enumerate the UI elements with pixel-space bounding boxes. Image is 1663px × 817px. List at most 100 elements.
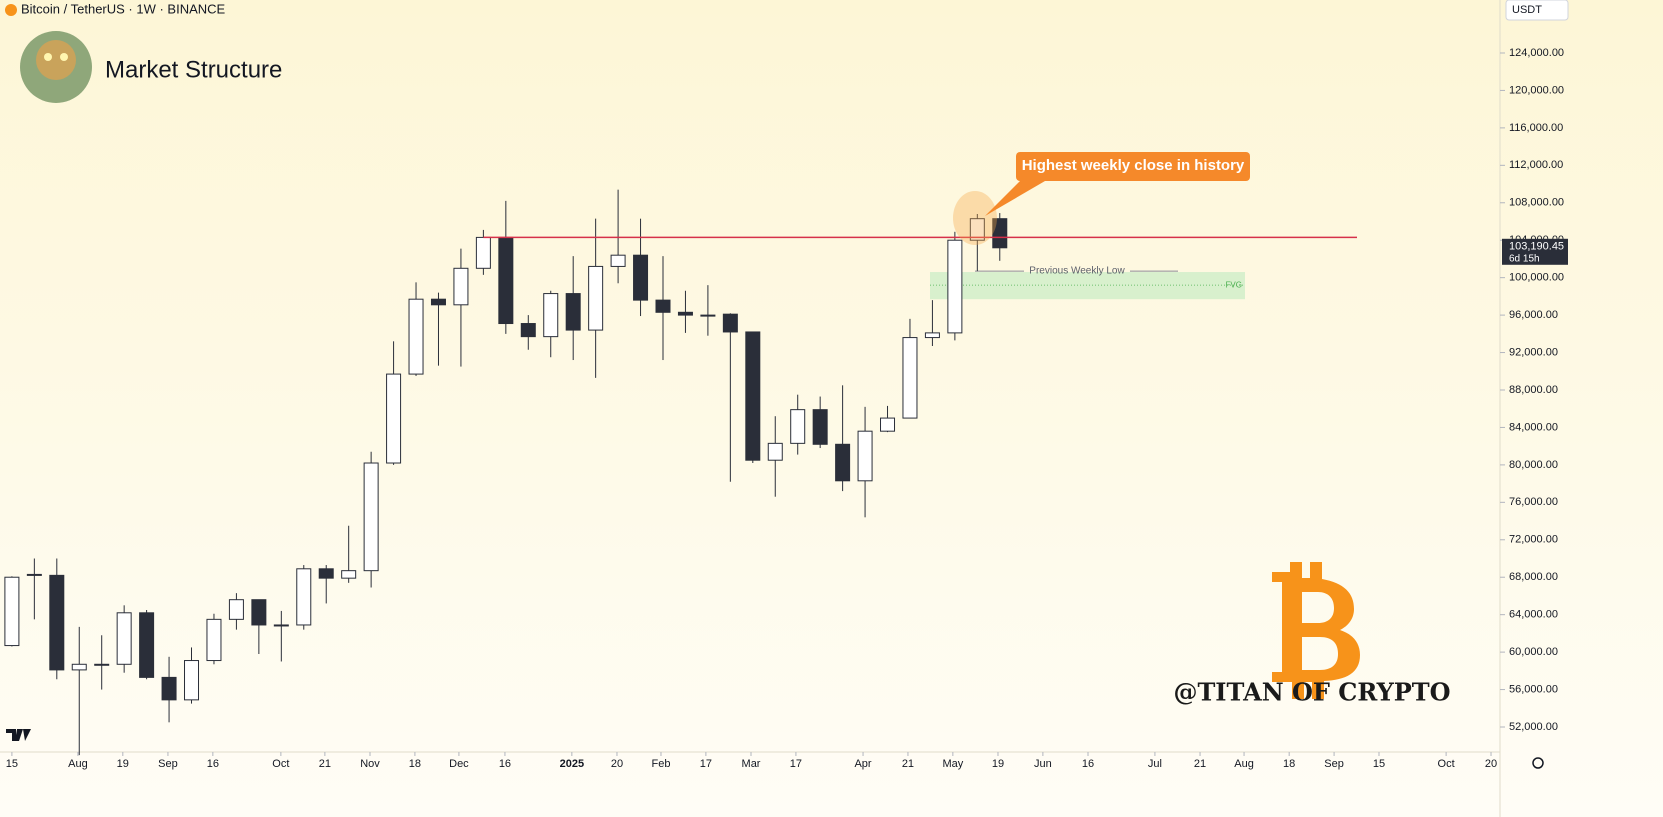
candle-body bbox=[812, 409, 828, 445]
candle-body bbox=[835, 443, 851, 482]
x-tick-label: 20 bbox=[611, 758, 623, 770]
candle-body bbox=[341, 570, 357, 579]
candle-body bbox=[677, 311, 693, 316]
candle-body bbox=[543, 293, 559, 338]
candle-body bbox=[273, 624, 289, 627]
candle-body bbox=[228, 599, 244, 620]
candle-body bbox=[4, 576, 20, 647]
candle-body bbox=[251, 599, 267, 626]
bitcoin-logo bbox=[1272, 562, 1360, 699]
candle-body bbox=[924, 332, 940, 339]
y-tick-label: 120,000.00 bbox=[1509, 84, 1564, 96]
x-tick-label: 15 bbox=[1373, 758, 1385, 770]
x-tick-label: 19 bbox=[992, 758, 1004, 770]
x-tick-label: Mar bbox=[742, 758, 761, 770]
last-price: 103,190.45 bbox=[1509, 241, 1564, 253]
candle-body bbox=[94, 663, 110, 666]
x-tick-label: 17 bbox=[790, 758, 802, 770]
x-tick-label: 21 bbox=[319, 758, 331, 770]
x-tick-label: Jun bbox=[1034, 758, 1052, 770]
candle-body bbox=[498, 236, 514, 325]
y-tick-label: 76,000.00 bbox=[1509, 496, 1558, 508]
avatar bbox=[36, 40, 76, 80]
callout-text: Highest weekly close in history bbox=[1022, 157, 1245, 174]
symbol: Bitcoin / TetherUS · 1W · BINANCE bbox=[21, 1, 226, 16]
x-tick-label: 15 bbox=[6, 758, 18, 770]
candle-body bbox=[745, 331, 761, 461]
candle-body bbox=[161, 676, 177, 701]
x-tick-label: 19 bbox=[117, 758, 129, 770]
candle-body bbox=[430, 298, 446, 306]
last-price-tag bbox=[1502, 238, 1568, 265]
previous-weekly-low-label: Previous Weekly Low bbox=[1029, 266, 1125, 277]
candle-body bbox=[318, 568, 334, 579]
candle-body bbox=[139, 612, 155, 678]
avatar bbox=[60, 53, 68, 61]
candle-body bbox=[992, 218, 1008, 249]
candle-body bbox=[475, 236, 491, 269]
highlight bbox=[953, 191, 997, 245]
y-tick-label: 92,000.00 bbox=[1509, 346, 1558, 358]
y-tick-label: 60,000.00 bbox=[1509, 646, 1558, 658]
x-tick-label: Aug bbox=[68, 758, 88, 770]
candle-body bbox=[790, 409, 806, 444]
plot: FVG Previous Weekly Low bbox=[4, 189, 1357, 756]
candle-body bbox=[655, 299, 671, 313]
x-tick-label: 20 bbox=[1485, 758, 1497, 770]
y-tick-label: 72,000.00 bbox=[1509, 534, 1558, 546]
x-tick-label: Jul bbox=[1148, 758, 1162, 770]
candle-body bbox=[206, 618, 222, 662]
x-tick-label: 21 bbox=[902, 758, 914, 770]
y-tick-label: 124,000.00 bbox=[1509, 47, 1564, 59]
y-tick-label: 68,000.00 bbox=[1509, 571, 1558, 583]
y-tick-label: 112,000.00 bbox=[1509, 159, 1563, 171]
x-tick-label: 16 bbox=[1082, 758, 1094, 770]
candle-body bbox=[767, 442, 783, 461]
x-tick-label: Nov bbox=[360, 758, 380, 770]
x-tick-label: 18 bbox=[1283, 758, 1295, 770]
candle-body bbox=[722, 313, 738, 333]
y-tick-label: 116,000.00 bbox=[1509, 122, 1563, 134]
candle-body bbox=[363, 462, 379, 572]
y-tick-label: 64,000.00 bbox=[1509, 609, 1558, 621]
candle-body bbox=[520, 323, 536, 338]
x-tick-label: 17 bbox=[700, 758, 712, 770]
currency-button[interactable] bbox=[1505, 0, 1569, 21]
x-tick-label: May bbox=[942, 758, 963, 770]
candle-body bbox=[902, 337, 918, 419]
candle-body bbox=[857, 430, 873, 482]
x-tick-label: 21 bbox=[1194, 758, 1206, 770]
symbol-icon bbox=[5, 4, 17, 16]
candle-body bbox=[947, 239, 963, 334]
candle-body bbox=[453, 267, 469, 306]
x-tick-label: 16 bbox=[207, 758, 219, 770]
callout-pointer bbox=[985, 181, 1045, 216]
y-tick-label: 84,000.00 bbox=[1509, 421, 1558, 433]
y-tick-label: 88,000.00 bbox=[1509, 384, 1558, 396]
candle-body bbox=[408, 298, 424, 375]
y-tick-label: 52,000.00 bbox=[1509, 721, 1558, 733]
candle-body bbox=[71, 663, 87, 671]
tv-logo bbox=[6, 729, 31, 741]
x-tick-label: Sep bbox=[158, 758, 178, 770]
currency[interactable]: USDT bbox=[1512, 4, 1542, 16]
avatar bbox=[44, 53, 52, 61]
x-tick-label: Oct bbox=[1438, 758, 1455, 770]
candle-body bbox=[588, 265, 604, 331]
x-tick-label: 16 bbox=[499, 758, 511, 770]
fvg-label: FVG bbox=[1226, 280, 1242, 289]
candle-body bbox=[26, 573, 42, 576]
candle-body bbox=[969, 218, 985, 241]
countdown: 6d 15h bbox=[1509, 253, 1540, 264]
watermark: @TITAN OF CRYPTO bbox=[1173, 678, 1450, 707]
title: Market Structure bbox=[105, 56, 282, 83]
x-tick-label: 2025 bbox=[560, 758, 584, 770]
fvg-zone bbox=[930, 272, 1245, 300]
x-tick-label: Aug bbox=[1234, 758, 1254, 770]
candle-body bbox=[296, 568, 312, 626]
x-tick-label: Sep bbox=[1324, 758, 1344, 770]
settings-icon[interactable] bbox=[1532, 757, 1544, 769]
